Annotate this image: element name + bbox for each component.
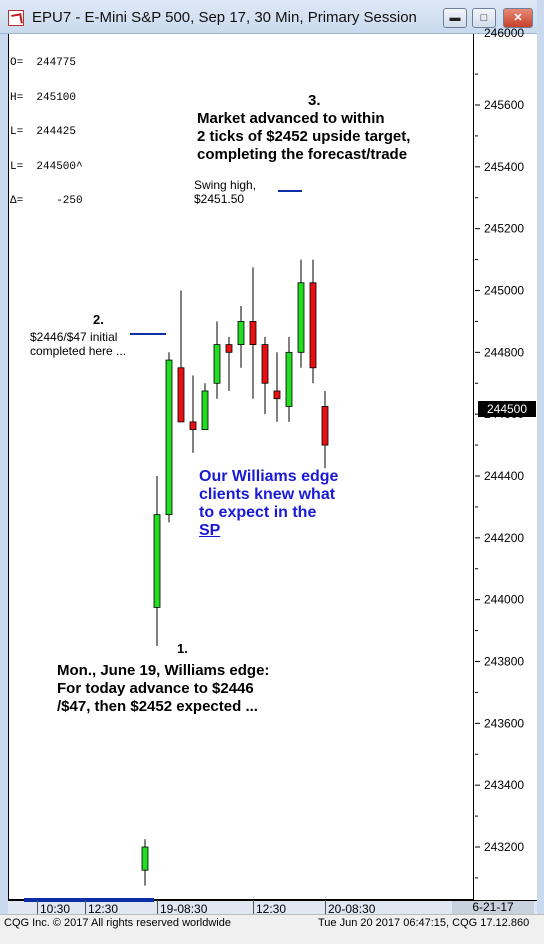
price-tick-label: 245000 bbox=[484, 284, 524, 298]
time-label: 12:30 bbox=[88, 902, 119, 916]
candle-down bbox=[189, 421, 197, 431]
low-value: L= 244425 bbox=[10, 126, 77, 138]
ohlc-readout: O= 244775 H= 245100 L= 244425 L= 244500^… bbox=[10, 35, 83, 219]
time-axis[interactable] bbox=[8, 900, 537, 914]
price-tick-label: 243200 bbox=[484, 840, 524, 854]
candle-down bbox=[177, 367, 185, 423]
swing-line: Swing high, bbox=[194, 178, 257, 192]
high-value: H= 245100 bbox=[10, 91, 77, 104]
last-price-marker: 244500 bbox=[478, 401, 536, 417]
open-value: O= 244775 bbox=[10, 57, 77, 69]
time-label: 12:30 bbox=[256, 902, 287, 916]
timestamp-text: Tue Jun 20 2017 06:47:15, CQG 17.12.860 bbox=[318, 917, 530, 929]
window-title: EPU7 - E-Mini S&P 500, Sep 17, 30 Min, P… bbox=[32, 9, 417, 26]
note2-marker: 2. bbox=[93, 312, 104, 327]
time-separator bbox=[325, 900, 326, 914]
maximize-button[interactable]: □ bbox=[472, 8, 496, 28]
candle-up bbox=[201, 390, 209, 431]
williams-edge-callout: Our Williams edge clients knew what to e… bbox=[199, 468, 338, 540]
change-value: Δ= -250 bbox=[10, 195, 83, 207]
candle-down bbox=[309, 282, 317, 369]
price-tick-label: 245400 bbox=[484, 160, 524, 174]
window-left-border bbox=[0, 34, 8, 914]
annotation-lines bbox=[130, 190, 302, 335]
price-tick-label: 243400 bbox=[484, 778, 524, 792]
price-axis-ticks: 243200 243400 243600 243800 244000 244200 2444… bbox=[475, 26, 524, 879]
candle-up bbox=[297, 282, 305, 353]
candle-up bbox=[141, 846, 149, 871]
chart-scroll-indicator[interactable] bbox=[24, 898, 154, 902]
callout-line: clients knew what bbox=[199, 486, 336, 503]
callout-line: SP bbox=[199, 522, 221, 539]
price-tick-label: 243600 bbox=[484, 716, 524, 730]
swing-high-label: Swing high, $2451.50 bbox=[194, 178, 256, 206]
price-tick-label: 243800 bbox=[484, 655, 524, 669]
time-label: 19-08:30 bbox=[160, 902, 208, 916]
candle-up bbox=[153, 514, 161, 608]
note2-line: $2446/$47 initial bbox=[30, 330, 118, 344]
swing-line: $2451.50 bbox=[194, 192, 245, 206]
candle-down bbox=[249, 321, 257, 346]
note1-line: For today advance to $2446 bbox=[57, 680, 254, 697]
time-separator bbox=[253, 900, 254, 914]
callout-line: to expect in the bbox=[199, 504, 317, 521]
copyright-text: CQG Inc. © 2017 All rights reserved worl… bbox=[4, 917, 231, 929]
note1-marker: 1. bbox=[177, 641, 188, 656]
price-tick-label: 245600 bbox=[484, 98, 524, 112]
note3-line: 2 ticks of $2452 upside target, bbox=[197, 128, 411, 145]
last-value: L= 244500^ bbox=[10, 160, 83, 173]
time-separator bbox=[157, 900, 158, 914]
candle-down bbox=[261, 344, 269, 384]
candle-down bbox=[225, 344, 233, 353]
candle-down bbox=[321, 406, 329, 446]
note3-text: Market advanced to within 2 ticks of $24… bbox=[197, 110, 410, 164]
minimize-button[interactable]: ▬ bbox=[443, 8, 467, 28]
time-separator bbox=[37, 900, 38, 914]
time-separator bbox=[85, 900, 86, 914]
price-tick-label: 244800 bbox=[484, 345, 524, 359]
candles bbox=[141, 259, 329, 886]
candle-up bbox=[237, 321, 245, 346]
status-bar bbox=[0, 914, 544, 944]
note3-line: completing the forecast/trade bbox=[197, 146, 408, 163]
plot-area[interactable] bbox=[8, 34, 474, 900]
date-indicator: 6-21-17 bbox=[452, 901, 534, 914]
candle-up bbox=[213, 344, 221, 384]
candle-down bbox=[273, 390, 281, 400]
time-label: 20-08:30 bbox=[328, 902, 376, 916]
window-right-border bbox=[537, 0, 544, 944]
price-tick-label: 246000 bbox=[484, 26, 524, 40]
candle-up bbox=[165, 359, 173, 516]
callout-line: Our Williams edge bbox=[199, 468, 339, 485]
note3-marker: 3. bbox=[308, 92, 321, 109]
candle-up bbox=[285, 351, 293, 407]
price-tick-label: 244400 bbox=[484, 469, 524, 483]
note1-line: /$47, then $2452 expected ... bbox=[57, 698, 258, 715]
price-tick-label: 245200 bbox=[484, 222, 524, 236]
time-label: 10:30 bbox=[40, 902, 71, 916]
note3-line: Market advanced to within bbox=[197, 110, 385, 127]
note2-line: completed here ... bbox=[30, 344, 127, 358]
note2-text: $2446/$47 initial completed here ... bbox=[30, 330, 126, 358]
price-tick-label: 244200 bbox=[484, 531, 524, 545]
note1-text: Mon., June 19, Williams edge: For today … bbox=[57, 662, 269, 716]
app-chart-icon bbox=[8, 10, 24, 26]
note1-line: Mon., June 19, Williams edge: bbox=[57, 662, 270, 679]
close-button[interactable]: ✕ bbox=[503, 8, 533, 28]
price-tick-label: 244000 bbox=[484, 593, 524, 607]
